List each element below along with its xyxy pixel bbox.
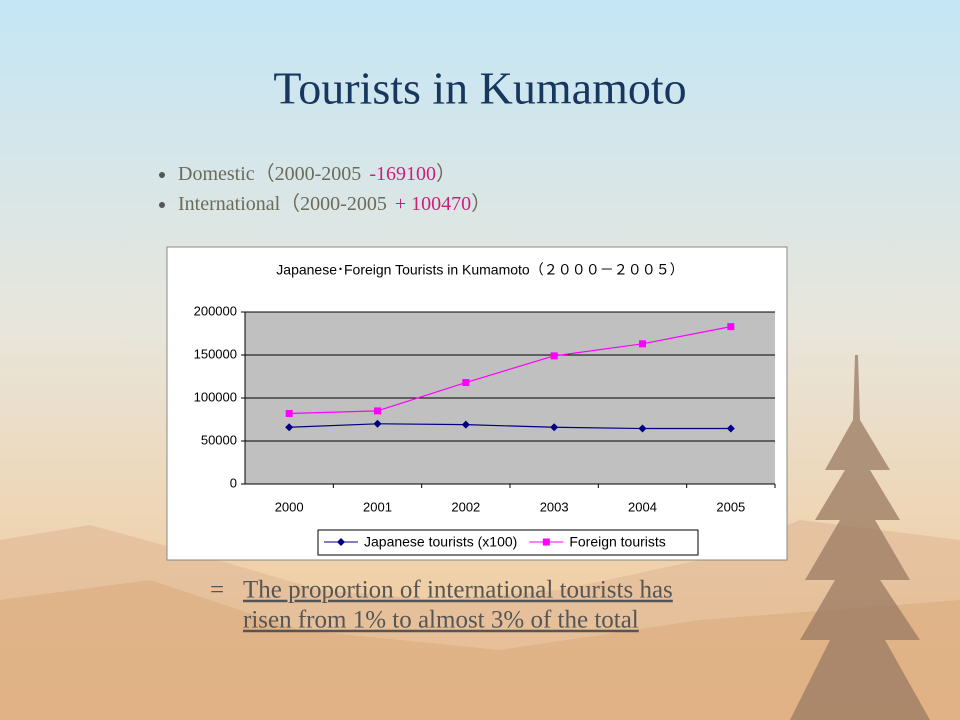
data-point (373, 419, 382, 428)
data-point (550, 352, 558, 360)
x-tick-label: 2001 (363, 499, 392, 514)
bullet-end: ） (436, 162, 456, 185)
y-tick-label: 200000 (194, 303, 237, 318)
data-point (462, 379, 470, 387)
pagoda (790, 355, 930, 720)
y-tick-label: 0 (230, 475, 237, 490)
legend-marker (337, 538, 345, 546)
data-point (461, 420, 470, 429)
x-tick-label: 2002 (451, 499, 480, 514)
x-tick-label: 2004 (628, 499, 657, 514)
series-line (289, 423, 731, 430)
bullet-highlight: + 100470 (395, 193, 471, 215)
bullet-end: ） (471, 192, 491, 215)
conclusion-line: The proportion of international tourists… (243, 577, 673, 604)
data-point (726, 424, 735, 433)
data-point (285, 409, 293, 417)
conclusion-line: risen from 1% to almost 3% of the total (243, 607, 639, 634)
data-point (639, 340, 646, 348)
hills (0, 580, 960, 720)
bullet: International（2000-2005 + 100470） (178, 192, 491, 215)
x-tick-label: 2000 (275, 499, 304, 514)
data-point (550, 423, 559, 432)
y-tick-label: 50000 (201, 432, 237, 447)
bullet-text: Domestic（2000-2005 (178, 162, 361, 185)
x-tick-label: 2005 (716, 499, 745, 514)
bullet-dot (159, 172, 165, 178)
equals-sign: = (210, 577, 224, 604)
legend-label: Japanese tourists (x100) (364, 534, 517, 550)
legend-marker (542, 538, 550, 546)
chart-title: Japanese･Foreign Tourists in Kumamoto（２０… (276, 262, 683, 278)
bullet-text: International（2000-2005 (178, 192, 387, 215)
y-tick-label: 100000 (194, 389, 237, 404)
data-point (638, 424, 647, 433)
legend-label: Foreign tourists (569, 534, 665, 550)
slide-title: Tourists in Kumamoto (273, 63, 686, 114)
y-tick-label: 150000 (194, 346, 237, 361)
series-line (289, 326, 731, 415)
data-point (727, 323, 735, 331)
legend-box (317, 529, 699, 556)
x-tick-label: 2003 (540, 499, 569, 514)
bullet-dot (159, 202, 165, 208)
data-point (285, 423, 294, 432)
data-point (374, 407, 381, 415)
bullet-highlight: -169100 (369, 163, 436, 185)
bullet: Domestic（2000-2005 -169100） (178, 162, 456, 185)
